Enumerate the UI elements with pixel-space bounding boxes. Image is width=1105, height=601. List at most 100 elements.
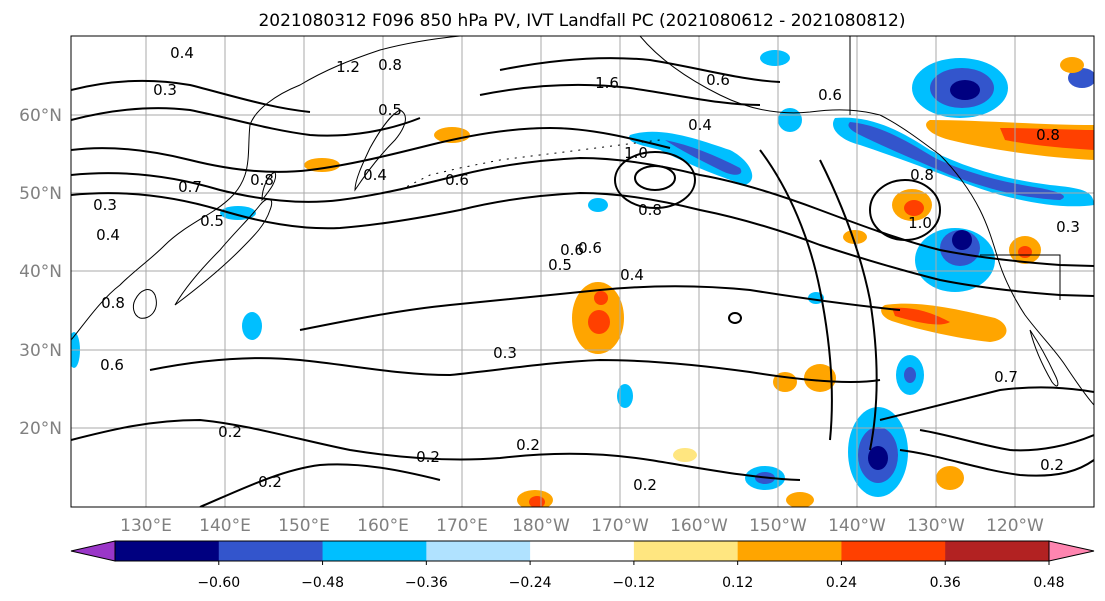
coastline-path: [1029, 329, 1059, 387]
latitude-labels: 60°N 50°N 40°N 30°N 20°N: [19, 106, 62, 439]
contour-label: 0.8: [378, 56, 402, 74]
colorbar-tick-label: −0.12: [612, 575, 655, 591]
shade-blob: [1060, 57, 1084, 73]
contour-label: 0.4: [96, 226, 120, 244]
contour-label: 0.3: [153, 81, 177, 99]
pv-contour-line: [899, 449, 1094, 477]
lat-tick-label: 30°N: [19, 341, 62, 361]
shade-blob: [804, 364, 836, 392]
shade-blob: [1000, 128, 1094, 150]
shade-blob: [594, 291, 608, 305]
contour-label: 0.2: [258, 473, 282, 491]
shade-blob: [843, 230, 867, 244]
lon-tick-label: 130°E: [120, 516, 172, 536]
shade-blob: [952, 230, 972, 250]
shade-blob: [673, 448, 697, 462]
shade-blob: [778, 108, 802, 132]
contour-label: 0.6: [445, 171, 469, 189]
shade-blob: [1068, 68, 1094, 88]
coastline-path: [879, 114, 1094, 406]
colorbar-tick-label: 0.24: [826, 575, 857, 591]
lon-tick-label: 140°E: [199, 516, 251, 536]
pv-contour-line: [299, 285, 901, 331]
pv-contour-line: [479, 83, 761, 106]
shade-blob: [588, 198, 608, 212]
colorbar-tick-label: 0.36: [930, 575, 961, 591]
lat-tick-label: 50°N: [19, 184, 62, 204]
shade-blob: [529, 496, 545, 507]
pv-contour-line: [869, 179, 941, 241]
lon-tick-label: 150°E: [278, 516, 330, 536]
contour-label: 0.2: [218, 423, 242, 441]
lon-tick-label: 130°W: [907, 516, 965, 536]
colorbar-labels: −0.60 −0.48 −0.36 −0.24 −0.12 0.12 0.24 0.36 0.4…: [197, 561, 1065, 591]
shade-blob: [617, 384, 633, 408]
contour-label: 0.4: [363, 166, 387, 184]
contour-label: 0.3: [1056, 218, 1080, 236]
contour-label: 1.6: [595, 74, 619, 92]
colorbar-tick-label: −0.48: [301, 575, 344, 591]
graticule: [71, 36, 1094, 507]
lat-tick-label: 40°N: [19, 262, 62, 282]
colorbar-segment: [737, 541, 842, 561]
shade-blob: [665, 140, 742, 175]
pv-contour-line: [71, 107, 421, 137]
contour-label: 0.8: [1036, 126, 1060, 144]
figure-title: 2021080312 F096 850 hPa PV, IVT Landfall…: [258, 11, 905, 31]
contour-label: 0.5: [378, 101, 402, 119]
colorbar-segment: [322, 541, 427, 561]
pv-contour-line: [634, 165, 676, 191]
shade-blob: [868, 446, 888, 470]
pv-contour-line: [614, 151, 696, 209]
contour-label: 1.0: [908, 214, 932, 232]
colorbar-outline: [114, 540, 1050, 562]
shade-blob: [434, 127, 470, 143]
contour-label: 0.8: [101, 294, 125, 312]
pv-contour-line: [71, 79, 311, 113]
pv-contour-line: [819, 159, 878, 451]
contour-label: 0.5: [548, 256, 572, 274]
lat-tick-label: 60°N: [19, 106, 62, 126]
contour-label: 0.5: [200, 212, 224, 230]
colorbar-segment: [218, 541, 324, 561]
shade-blob: [786, 492, 814, 507]
coastline-path: [639, 36, 881, 116]
lon-tick-label: 160°E: [357, 516, 409, 536]
colorbar-extend-high: [1048, 540, 1095, 562]
map-frame: [70, 35, 1095, 508]
shade-blob: [1018, 246, 1032, 258]
pv-contour-line: [499, 57, 781, 83]
contour-label: 0.6: [818, 86, 842, 104]
lon-tick-label: 160°W: [670, 516, 728, 536]
contour-label: 0.8: [910, 166, 934, 184]
contour-label: 0.2: [633, 476, 657, 494]
contour-label: 0.2: [516, 436, 540, 454]
contour-label: 0.2: [1040, 456, 1064, 474]
contour-label: 0.3: [493, 344, 517, 362]
lon-tick-label: 150°W: [749, 516, 807, 536]
colorbar: [70, 540, 1095, 562]
colorbar-segment: [115, 541, 220, 561]
contour-label: 0.8: [638, 201, 662, 219]
pv-contours: [71, 57, 1094, 507]
colorbar-segment: [945, 541, 1050, 561]
contour-label: 0.6: [706, 71, 730, 89]
shade-blob: [936, 466, 964, 490]
coastlines: [71, 36, 1094, 406]
pv-contour-line: [71, 126, 671, 173]
contour-label: 1.0: [624, 144, 648, 162]
colorbar-tick-label: −0.60: [197, 575, 240, 591]
shade-blob: [848, 122, 1064, 200]
pv-contour-line: [919, 429, 1094, 452]
lon-tick-label: 170°W: [591, 516, 649, 536]
contour-label: 0.4: [170, 44, 194, 62]
pv-contour-line: [759, 149, 833, 441]
shade-blob: [760, 50, 790, 66]
contour-labels: 0.4 0.3 1.2 0.8 0.5 0.8 0.4 0.6 0.7 0.5 0.3 0.4 1.0 0…: [93, 44, 1080, 494]
longitude-labels: 130°E 140°E 150°E 160°E 170°E 180°W 170°W 160°W…: [120, 516, 1044, 536]
contour-label: 0.6: [578, 239, 602, 257]
colorbar-segment: [530, 541, 635, 561]
coastline-path: [132, 289, 157, 319]
